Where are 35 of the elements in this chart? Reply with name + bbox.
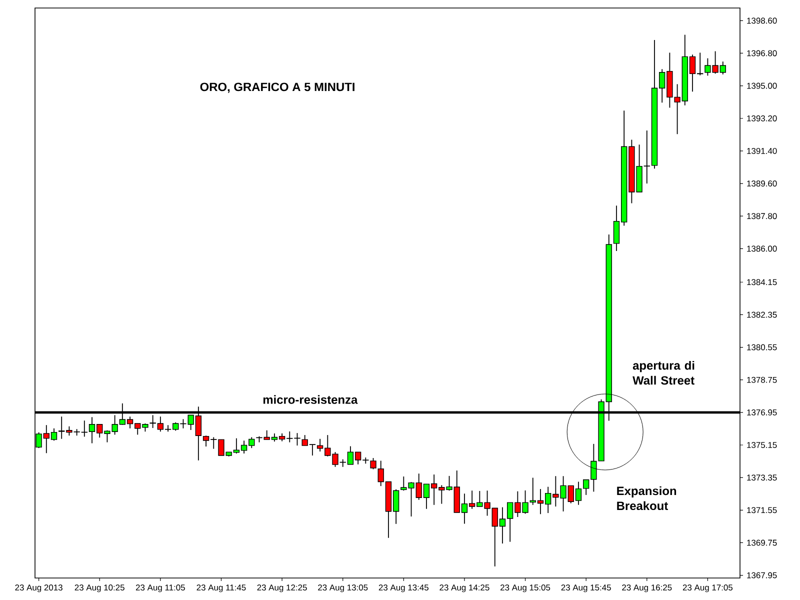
x-tick-label: 23 Aug 14:25 <box>440 584 490 592</box>
x-tick-label: 23 Aug 2013 <box>15 584 62 592</box>
y-tick-label: 1371.55 <box>747 507 777 514</box>
x-tick-label: 23 Aug 11:45 <box>196 584 246 592</box>
x-tick-label: 23 Aug 13:05 <box>318 584 368 592</box>
y-tick-label: 1387.80 <box>747 213 777 220</box>
candlestick <box>370 458 376 470</box>
y-tick-label: 1375.15 <box>747 442 777 448</box>
y-tick-label: 1396.80 <box>747 50 777 56</box>
y-tick-label: 1376.95 <box>747 409 777 416</box>
x-tick-label: 23 Aug 10:25 <box>74 584 124 592</box>
y-tick-label: 1384.15 <box>747 279 777 286</box>
y-tick-label: 1378.75 <box>747 376 777 383</box>
annotation: Expansion Breakout <box>617 486 676 510</box>
text: ORO, GRAFICO A 5 MINUTI <box>200 82 354 93</box>
y-tick-label: 1398.60 <box>747 18 777 24</box>
x-tick-label: 23 Aug 15:45 <box>561 584 611 592</box>
x-tick-label: 23 Aug 11:05 <box>136 584 185 592</box>
x-tick-label: 23 Aug 13:45 <box>378 584 428 592</box>
y-tick-label: 1380.55 <box>747 344 777 350</box>
y-tick-label: 1382.35 <box>747 312 777 318</box>
y-tick-label: 1373.35 <box>747 474 777 481</box>
y-tick-label: 1389.60 <box>747 180 777 187</box>
x-tick-label: 23 Aug 15:05 <box>500 584 550 592</box>
x-tick-label: 23 Aug 17:05 <box>682 584 733 592</box>
y-tick-label: 1391.40 <box>747 148 777 154</box>
y-tick-label: 1367.95 <box>747 572 777 578</box>
annotation: apertura di Wall Street <box>632 360 694 385</box>
y-tick-label: 1393.20 <box>747 115 777 122</box>
y-tick-label: 1369.75 <box>747 540 777 546</box>
y-tick-label: 1395.00 <box>747 82 777 89</box>
x-tick-label: 23 Aug 12:25 <box>257 584 307 592</box>
x-tick-label: 23 Aug 16:25 <box>622 584 672 592</box>
y-tick-label: 1386.00 <box>747 246 777 252</box>
ref-line-label: micro-resistenza <box>263 395 358 404</box>
